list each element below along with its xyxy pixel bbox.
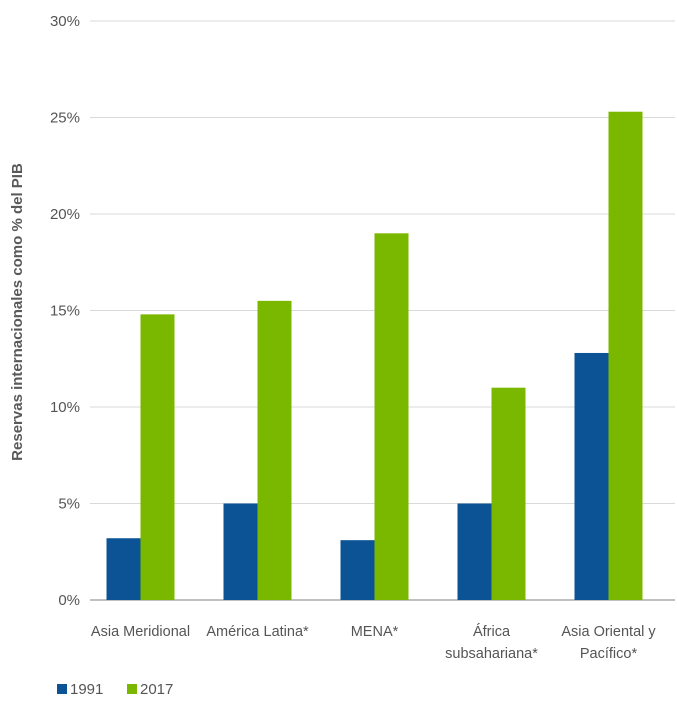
y-tick-label: 25%: [50, 110, 80, 127]
x-axis-category-labels: Asia Meridional América Latina* MENA* Áfric…: [91, 623, 656, 662]
y-tick-label: 0%: [58, 592, 80, 609]
legend-swatch-2017: [127, 684, 137, 694]
bar-2017-1: [257, 300, 292, 600]
bar-2017-2: [374, 233, 409, 601]
legend-label-1991: 1991: [70, 681, 103, 698]
category-label: Asia Meridional: [91, 624, 190, 640]
bar-2017-4: [608, 111, 643, 601]
y-tick-label: 20%: [50, 206, 80, 223]
y-axis-ticks: 0% 5% 10% 15% 20% 25% 30%: [50, 13, 80, 609]
legend: 1991 2017: [57, 681, 173, 698]
bars: [106, 111, 643, 601]
y-tick-label: 15%: [50, 303, 80, 320]
y-axis-label: Reservas internacionales como % del PIB: [9, 163, 26, 461]
bar-2017-0: [140, 314, 175, 600]
category-label: América Latina*: [206, 624, 309, 640]
category-label: Pacífico*: [580, 646, 638, 662]
category-label: África: [473, 623, 511, 640]
bar-1991-0: [106, 538, 141, 600]
bar-1991-4: [574, 352, 609, 600]
y-tick-label: 10%: [50, 399, 80, 416]
bar-1991-2: [340, 540, 375, 600]
bar-1991-1: [223, 503, 258, 600]
y-tick-label: 30%: [50, 13, 80, 30]
legend-label-2017: 2017: [140, 681, 173, 698]
category-label: Asia Oriental y: [561, 624, 656, 640]
category-label: MENA*: [351, 624, 399, 640]
legend-swatch-1991: [57, 684, 67, 694]
category-label: subsahariana*: [445, 646, 538, 662]
y-tick-label: 5%: [58, 496, 80, 513]
bar-1991-3: [457, 503, 492, 600]
bar-2017-3: [491, 387, 526, 600]
